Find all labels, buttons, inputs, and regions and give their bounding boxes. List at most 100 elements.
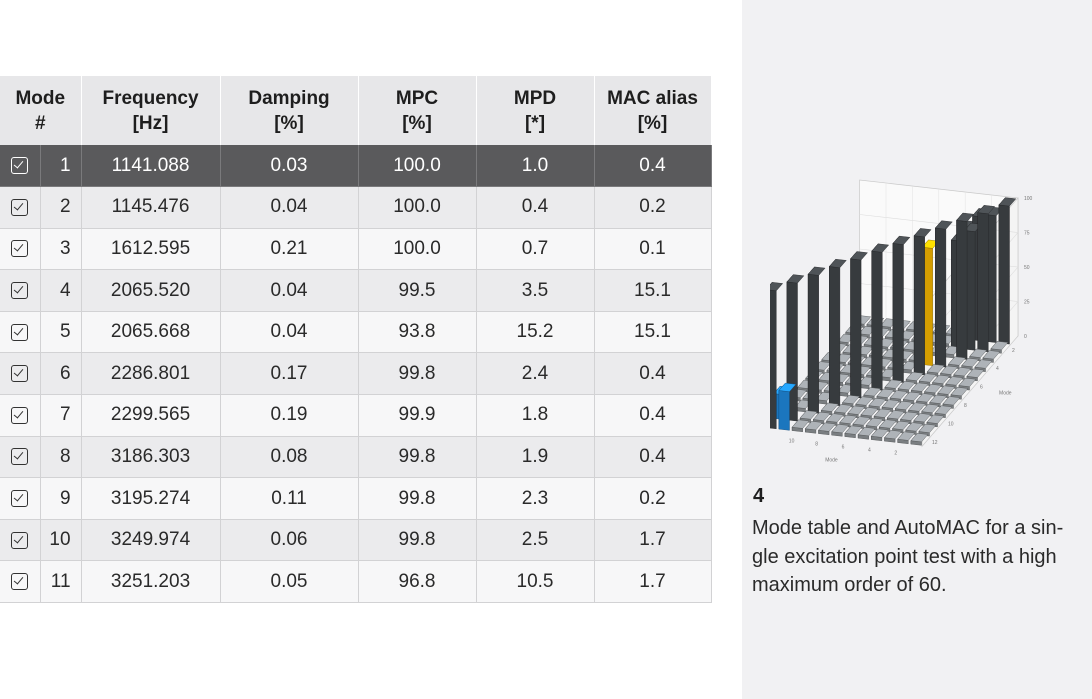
- row-checkbox-cell[interactable]: [0, 519, 41, 562]
- mode-checkbox[interactable]: [11, 240, 29, 258]
- mac-bar: [770, 281, 784, 430]
- table-row[interactable]: 5 2065.668 0.04 93.8 15.2 15.1: [0, 311, 712, 354]
- mpc-cell: 93.8: [358, 311, 477, 354]
- mac-bar-face: [892, 235, 911, 245]
- x-tick-label: 10: [789, 439, 795, 445]
- mpc-cell: 99.8: [358, 477, 477, 520]
- mode-checkbox[interactable]: [11, 406, 29, 424]
- mac-floor-tile: [945, 376, 964, 389]
- mode-checkbox[interactable]: [11, 157, 29, 175]
- mode-checkbox[interactable]: [11, 490, 29, 508]
- mac-bar-face: [770, 282, 784, 292]
- mac-bar-face: [770, 289, 777, 430]
- header-damping[interactable]: Damping [%]: [220, 76, 359, 145]
- mac-floor-tile-face: [886, 410, 905, 420]
- mode-number-cell: 8: [40, 436, 82, 479]
- header-mode[interactable]: Mode #: [0, 76, 82, 145]
- mac-alias-cell: 0.4: [594, 145, 712, 188]
- mpc-cell: 100.0: [358, 228, 477, 271]
- mac-bar-face: [956, 212, 974, 222]
- row-checkbox-cell[interactable]: [0, 228, 41, 271]
- mpc-cell: 100.0: [358, 186, 477, 229]
- mac-floor-tile-face: [804, 421, 823, 431]
- caption-line: maximum order of 60.: [752, 574, 947, 596]
- mac-floor-tile-face: [826, 413, 844, 423]
- mode-checkbox[interactable]: [11, 573, 29, 591]
- row-checkbox-cell[interactable]: [0, 269, 41, 312]
- mac-floor-tile-face: [834, 404, 852, 414]
- mode-checkbox[interactable]: [11, 198, 29, 216]
- mac-floor-tile-face: [884, 430, 902, 440]
- row-checkbox-cell[interactable]: [0, 477, 41, 520]
- mac-bar: [828, 258, 847, 406]
- mpd-cell: 3.5: [476, 269, 595, 312]
- table-row[interactable]: 11 3251.203 0.05 96.8 10.5 1.7: [0, 560, 712, 604]
- z-tick-label: 75: [1024, 231, 1030, 237]
- mac-floor-tile: [910, 432, 929, 446]
- damping-cell: 0.08: [220, 436, 359, 479]
- mode-number-cell: 1: [40, 145, 82, 188]
- table-row[interactable]: 2 1145.476 0.04 100.0 0.4 0.2: [0, 186, 712, 229]
- table-row[interactable]: 6 2286.801 0.17 99.8 2.4 0.4: [0, 352, 712, 396]
- mac-bar: [934, 220, 953, 368]
- mac-alias-cell: 15.1: [594, 269, 712, 312]
- table-row[interactable]: 1 1141.088 0.03 100.0 1.0 0.4: [0, 145, 712, 188]
- frequency-cell: 2286.801: [81, 352, 221, 396]
- mode-checkbox[interactable]: [11, 531, 29, 549]
- row-checkbox-cell[interactable]: [0, 352, 41, 396]
- mac-floor-tile-face: [876, 388, 895, 398]
- mac-alias-cell: 1.7: [594, 560, 712, 604]
- mode-number-cell: 10: [40, 519, 82, 562]
- mac-floor-tile-face: [831, 424, 850, 434]
- mac-floor-tile-face: [950, 387, 969, 397]
- mac-floor-tile-face: [926, 364, 945, 374]
- mode-checkbox[interactable]: [11, 365, 29, 383]
- row-checkbox-cell[interactable]: [0, 560, 41, 604]
- mac-floor-tile-face: [860, 407, 879, 417]
- mac-floor-tile-face: [799, 410, 818, 420]
- table-row[interactable]: 10 3249.974 0.06 99.8 2.5 1.7: [0, 519, 712, 562]
- table-row[interactable]: 3 1612.595 0.21 100.0 0.7 0.1: [0, 228, 712, 271]
- mac-bar-face: [913, 235, 925, 376]
- mac-alias-cell: 0.1: [594, 228, 712, 271]
- mpd-cell: 2.3: [476, 477, 595, 520]
- mac-floor-tile-face: [948, 356, 966, 366]
- table-row[interactable]: 7 2299.565 0.19 99.9 1.8 0.4: [0, 394, 712, 437]
- frequency-cell: 1141.088: [81, 145, 221, 188]
- mac-bar-accent: [778, 382, 797, 431]
- mac-floor-tile-face: [852, 416, 871, 426]
- mac-bar-face: [935, 227, 947, 368]
- z-tick-label: 100: [1024, 196, 1033, 202]
- mode-checkbox[interactable]: [11, 323, 29, 341]
- row-checkbox-cell[interactable]: [0, 186, 41, 229]
- mac-alias-cell: 0.4: [594, 436, 712, 479]
- mac-floor-tile-face: [990, 341, 1009, 351]
- frequency-cell: 2299.565: [81, 394, 221, 437]
- table-row[interactable]: 8 3186.303 0.08 99.8 1.9 0.4: [0, 436, 712, 479]
- damping-cell: 0.05: [220, 560, 359, 604]
- mac-floor-tile-face: [908, 402, 926, 412]
- header-mpd[interactable]: MPD [*]: [476, 76, 595, 145]
- damping-cell: 0.17: [220, 352, 359, 396]
- mac-bar-face: [807, 266, 826, 276]
- header-frequency[interactable]: Frequency [Hz]: [81, 76, 221, 145]
- table-row[interactable]: 4 2065.520 0.04 99.5 3.5 15.1: [0, 269, 712, 312]
- header-mac-alias[interactable]: MAC alias [%]: [594, 76, 712, 145]
- mode-checkbox[interactable]: [11, 448, 29, 466]
- row-checkbox-cell[interactable]: [0, 311, 41, 354]
- mpc-cell: 99.5: [358, 269, 477, 312]
- table-row[interactable]: 9 3195.274 0.11 99.8 2.3 0.2: [0, 477, 712, 520]
- frequency-cell: 3186.303: [81, 436, 221, 479]
- mac-floor-tile-face: [839, 414, 858, 424]
- mode-checkbox[interactable]: [11, 282, 29, 300]
- mac-alias-cell: 15.1: [594, 311, 712, 354]
- mac-floor-tile-face: [942, 396, 961, 406]
- y-tick-label: 10: [948, 421, 954, 427]
- header-mpc[interactable]: MPC [%]: [358, 76, 477, 145]
- mac-bar-accent-face: [778, 382, 797, 392]
- row-checkbox-cell[interactable]: [0, 436, 41, 479]
- row-checkbox-cell[interactable]: [0, 394, 41, 437]
- row-checkbox-cell[interactable]: [0, 145, 41, 188]
- damping-cell: 0.04: [220, 269, 359, 312]
- mac-floor-tile-face: [921, 403, 940, 414]
